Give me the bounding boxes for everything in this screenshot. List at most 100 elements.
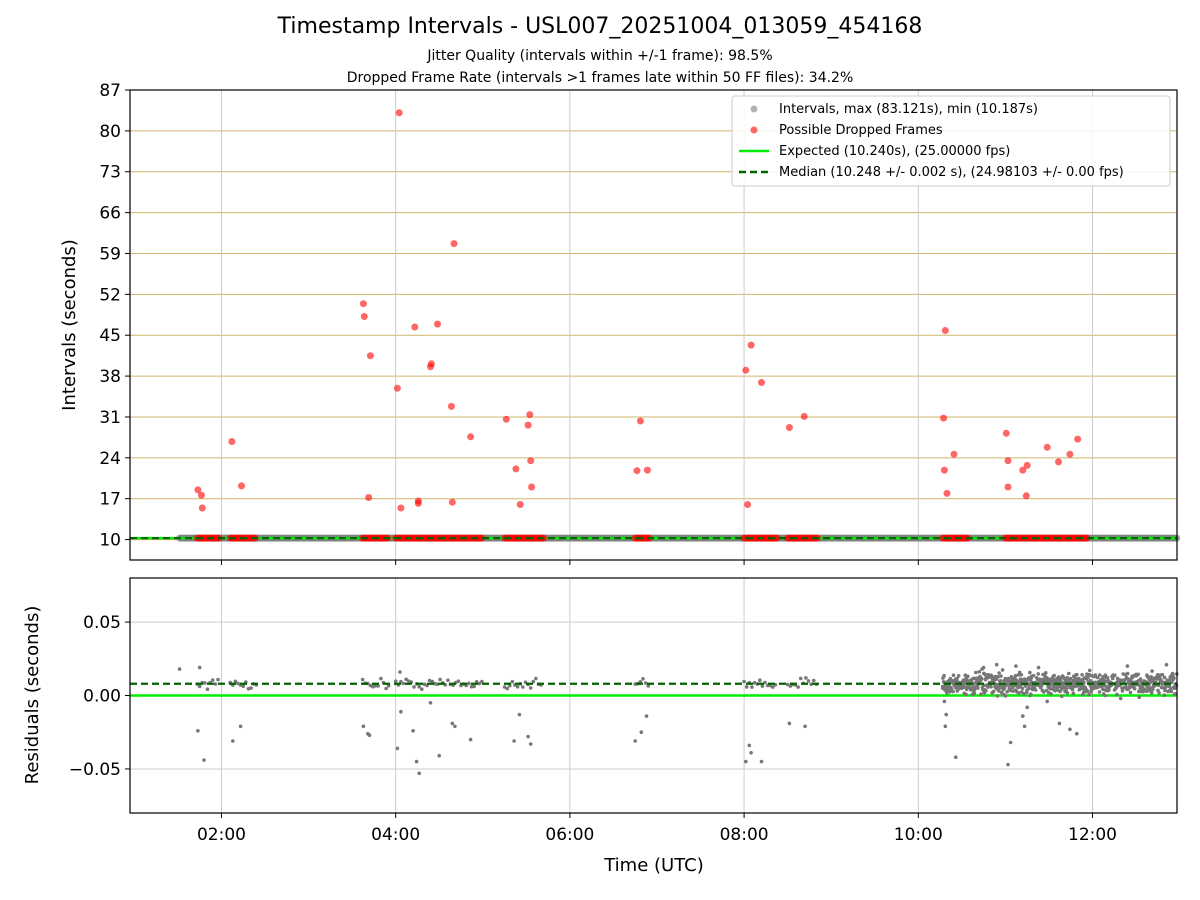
- residual-point: [771, 685, 775, 689]
- top-y-tick-label: 59: [99, 244, 121, 264]
- residual-point: [956, 674, 961, 678]
- residual-point: [205, 687, 210, 691]
- residual-point: [1098, 673, 1102, 677]
- residual-point: [231, 739, 235, 743]
- top-y-tick-label: 73: [99, 163, 121, 183]
- residual-point: [1036, 665, 1041, 670]
- residual-point: [1167, 684, 1172, 688]
- residual-point: [467, 681, 471, 686]
- residual-point: [401, 681, 406, 686]
- residual-point: [1057, 721, 1062, 726]
- residual-point: [412, 685, 416, 689]
- residual-point: [1002, 686, 1007, 691]
- residual-point: [1003, 694, 1008, 698]
- residual-point: [517, 712, 522, 717]
- residual-point: [1026, 687, 1031, 691]
- residual-point: [526, 734, 530, 739]
- residual-point: [213, 682, 218, 686]
- bottom-axis: −0.05 0.00 0.05 02:00 04:00 06:00 08:00 10:00 12…: [69, 613, 1117, 845]
- residual-point: [437, 753, 442, 758]
- residual-point: [995, 694, 1000, 698]
- residual-point: [453, 724, 457, 729]
- residual-point: [512, 739, 516, 743]
- residual-point: [747, 743, 752, 748]
- residual-point: [427, 678, 432, 683]
- residual-point: [1012, 684, 1016, 688]
- residual-point: [414, 759, 419, 764]
- residual-point: [1080, 673, 1084, 677]
- dropped-frame-point: [1055, 458, 1062, 466]
- residual-point: [1125, 671, 1130, 676]
- residual-point: [238, 724, 243, 729]
- residual-point: [974, 670, 978, 675]
- residual-point: [1071, 691, 1076, 696]
- residual-point: [1017, 691, 1021, 695]
- bottom-series: [130, 662, 1179, 776]
- residual-point: [973, 685, 977, 690]
- top-y-tick-label: 45: [99, 326, 121, 346]
- residual-point: [1060, 694, 1064, 699]
- residual-point: [785, 682, 790, 687]
- x-tick-label: 02:00: [197, 825, 246, 845]
- residual-point: [480, 679, 484, 684]
- residual-point: [955, 676, 959, 681]
- residual-point: [1022, 677, 1027, 681]
- top-axes-frame: [129, 89, 1178, 561]
- residual-point: [998, 679, 1003, 683]
- residual-point: [1093, 673, 1098, 677]
- residual-point: [450, 721, 455, 726]
- residual-point: [203, 681, 207, 685]
- residual-point: [241, 684, 245, 688]
- residual-point: [1006, 762, 1010, 767]
- dropped-frame-point: [228, 438, 236, 445]
- residual-point: [1087, 668, 1092, 673]
- residual-point: [1132, 686, 1137, 691]
- legend-intervals-marker: [750, 105, 758, 113]
- dropped-frame-point: [950, 450, 958, 458]
- residual-point: [196, 729, 200, 733]
- dropped-frame-point: [1022, 492, 1030, 500]
- residual-point: [534, 676, 538, 681]
- residual-point: [812, 678, 816, 683]
- dropped-frame-point: [447, 402, 455, 410]
- dropped-frame-point: [194, 486, 202, 494]
- dropped-frame-point: [359, 300, 367, 308]
- bottom-y-tick-label: 0.00: [83, 687, 121, 707]
- top-y-tick-label: 10: [99, 531, 121, 551]
- residual-point: [1005, 690, 1009, 694]
- top-y-axis-label: Intervals (seconds): [59, 239, 80, 411]
- dropped-frame-point: [198, 504, 206, 512]
- residual-point: [1041, 690, 1046, 694]
- residual-point: [197, 684, 202, 689]
- residual-point: [1045, 699, 1049, 704]
- residual-point: [975, 676, 980, 681]
- residual-point: [633, 739, 637, 743]
- dropped-frame-point: [527, 457, 535, 465]
- legend-dropped-marker: [750, 126, 758, 134]
- residual-point: [955, 689, 960, 693]
- residual-point: [177, 667, 182, 671]
- residual-point: [954, 755, 958, 759]
- residual-point: [750, 685, 754, 689]
- residual-point: [951, 689, 955, 694]
- residual-point: [966, 674, 970, 679]
- residual-point: [469, 684, 474, 689]
- residual-point: [395, 746, 400, 751]
- top-y-tick-label: 31: [99, 408, 121, 428]
- residual-point: [1115, 692, 1119, 697]
- residual-point: [393, 679, 398, 683]
- residual-point: [992, 679, 996, 684]
- dropped-frame-point: [434, 320, 441, 328]
- residual-point: [1151, 687, 1155, 692]
- dropped-frame-point: [478, 534, 486, 542]
- residual-point: [521, 685, 525, 689]
- residual-point: [1067, 671, 1071, 676]
- residual-point: [1029, 692, 1033, 696]
- residual-point: [1022, 724, 1027, 729]
- residual-point: [798, 676, 803, 681]
- dropped-frame-point: [1004, 483, 1012, 491]
- residual-point: [1070, 687, 1075, 692]
- residual-point: [1164, 662, 1169, 667]
- residual-point: [1171, 672, 1175, 677]
- residual-point: [1021, 714, 1025, 718]
